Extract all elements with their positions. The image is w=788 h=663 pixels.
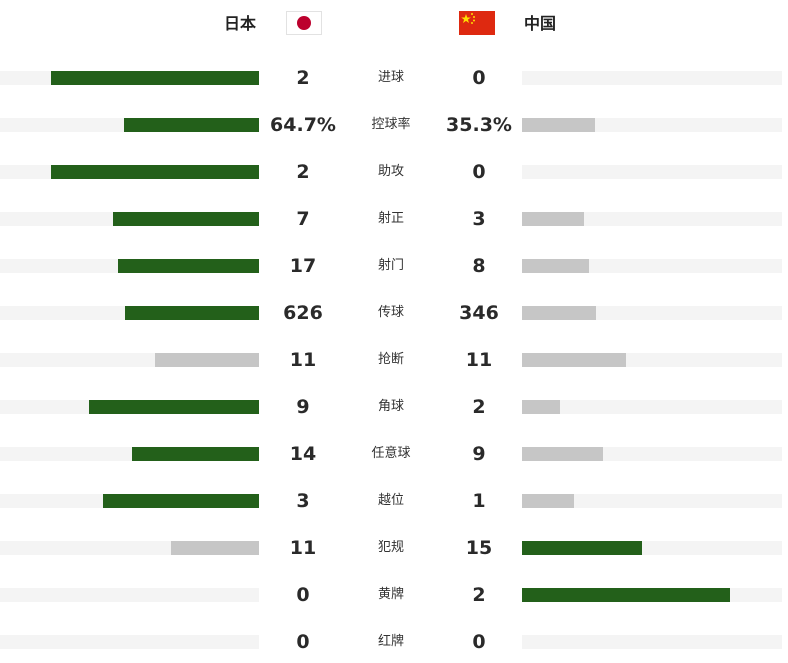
away-bar-track bbox=[522, 541, 782, 555]
away-bar-fill bbox=[522, 588, 730, 602]
home-bar-track bbox=[0, 494, 259, 508]
away-stat-value: 35.3% bbox=[446, 114, 512, 136]
home-stat-value: 3 bbox=[296, 490, 310, 512]
stat-label: 抢断 bbox=[377, 352, 404, 367]
away-stat-value: 3 bbox=[472, 208, 486, 230]
away-bar-fill bbox=[522, 353, 626, 367]
home-stat-value: 9 bbox=[296, 396, 310, 418]
stat-label: 控球率 bbox=[371, 117, 411, 132]
japan-flag-sun bbox=[297, 16, 311, 30]
china-flag-stars bbox=[461, 13, 475, 24]
home-stat-value: 17 bbox=[289, 255, 317, 277]
home-team-name: 日本 bbox=[224, 14, 257, 33]
away-stat-value: 0 bbox=[472, 631, 486, 653]
home-bar-fill bbox=[155, 353, 259, 367]
away-stat-value: 0 bbox=[472, 67, 486, 89]
home-bar-track bbox=[0, 635, 259, 649]
away-bar-track bbox=[522, 494, 782, 508]
home-bar-track bbox=[0, 588, 259, 602]
away-stat-value: 1 bbox=[472, 490, 486, 512]
home-bar-track bbox=[0, 541, 259, 555]
away-bar-track bbox=[522, 400, 782, 414]
stat-label: 射正 bbox=[377, 211, 404, 226]
away-bar-fill bbox=[522, 494, 574, 508]
away-stat-value: 346 bbox=[459, 302, 499, 324]
home-bar-track bbox=[0, 259, 259, 273]
home-stat-value: 0 bbox=[296, 631, 310, 653]
home-bar-fill bbox=[171, 541, 259, 555]
away-bar-fill bbox=[522, 212, 584, 226]
away-bar-track bbox=[522, 306, 782, 320]
away-stat-value: 2 bbox=[472, 396, 486, 418]
home-bar-track bbox=[0, 353, 259, 367]
home-stat-value: 11 bbox=[289, 349, 317, 371]
stat-label: 角球 bbox=[377, 399, 404, 414]
away-bar-track bbox=[522, 212, 782, 226]
stat-label: 任意球 bbox=[371, 446, 411, 461]
home-bar-fill bbox=[51, 165, 259, 179]
home-bar-fill bbox=[132, 447, 259, 461]
away-team-name: 中国 bbox=[524, 14, 557, 33]
home-stat-value: 2 bbox=[296, 161, 310, 183]
away-stat-value: 0 bbox=[472, 161, 486, 183]
away-bar-fill bbox=[522, 118, 595, 132]
home-stat-value: 626 bbox=[283, 302, 323, 324]
away-bar-track bbox=[522, 588, 782, 602]
stat-label: 传球 bbox=[377, 305, 404, 320]
home-stat-value: 0 bbox=[296, 584, 310, 606]
home-bar-track bbox=[0, 447, 259, 461]
home-stat-value: 7 bbox=[296, 208, 310, 230]
home-bar-track bbox=[0, 306, 259, 320]
home-bar-track bbox=[0, 400, 259, 414]
away-bar-track bbox=[522, 635, 782, 649]
away-bar-fill bbox=[522, 447, 603, 461]
home-bar-track bbox=[0, 118, 259, 132]
home-bar-fill bbox=[113, 212, 259, 226]
stat-label: 助攻 bbox=[377, 164, 404, 179]
away-bar-track bbox=[522, 71, 782, 85]
japan-flag-icon bbox=[286, 11, 322, 35]
stat-label: 射门 bbox=[377, 258, 404, 273]
home-bar-track bbox=[0, 212, 259, 226]
stat-label: 红牌 bbox=[377, 634, 404, 649]
home-stat-value: 11 bbox=[289, 537, 317, 559]
home-stat-value: 64.7% bbox=[270, 114, 336, 136]
home-bar-fill bbox=[125, 306, 259, 320]
home-bar-fill bbox=[118, 259, 259, 273]
away-bar-track bbox=[522, 165, 782, 179]
stat-label: 越位 bbox=[377, 493, 404, 508]
home-bar-fill bbox=[51, 71, 259, 85]
away-bar-fill bbox=[522, 259, 589, 273]
away-bar-fill bbox=[522, 400, 560, 414]
away-bar-track bbox=[522, 118, 782, 132]
china-flag-icon bbox=[459, 11, 495, 35]
home-bar-track bbox=[0, 165, 259, 179]
away-stat-value: 9 bbox=[472, 443, 486, 465]
away-bar-track bbox=[522, 259, 782, 273]
away-stat-value: 2 bbox=[472, 584, 486, 606]
away-stat-value: 15 bbox=[465, 537, 493, 559]
home-bar-fill bbox=[89, 400, 259, 414]
home-bar-track bbox=[0, 71, 259, 85]
home-stat-value: 2 bbox=[296, 67, 310, 89]
home-bar-fill bbox=[103, 494, 259, 508]
away-bar-fill bbox=[522, 306, 596, 320]
away-stat-value: 11 bbox=[465, 349, 493, 371]
home-stat-value: 14 bbox=[289, 443, 317, 465]
stat-label: 犯规 bbox=[377, 540, 404, 555]
away-bar-track bbox=[522, 447, 782, 461]
away-stat-value: 8 bbox=[472, 255, 486, 277]
away-bar-track bbox=[522, 353, 782, 367]
away-bar-fill bbox=[522, 541, 642, 555]
stat-label: 进球 bbox=[377, 70, 404, 85]
stat-label: 黄牌 bbox=[377, 587, 404, 602]
home-bar-fill bbox=[124, 118, 259, 132]
